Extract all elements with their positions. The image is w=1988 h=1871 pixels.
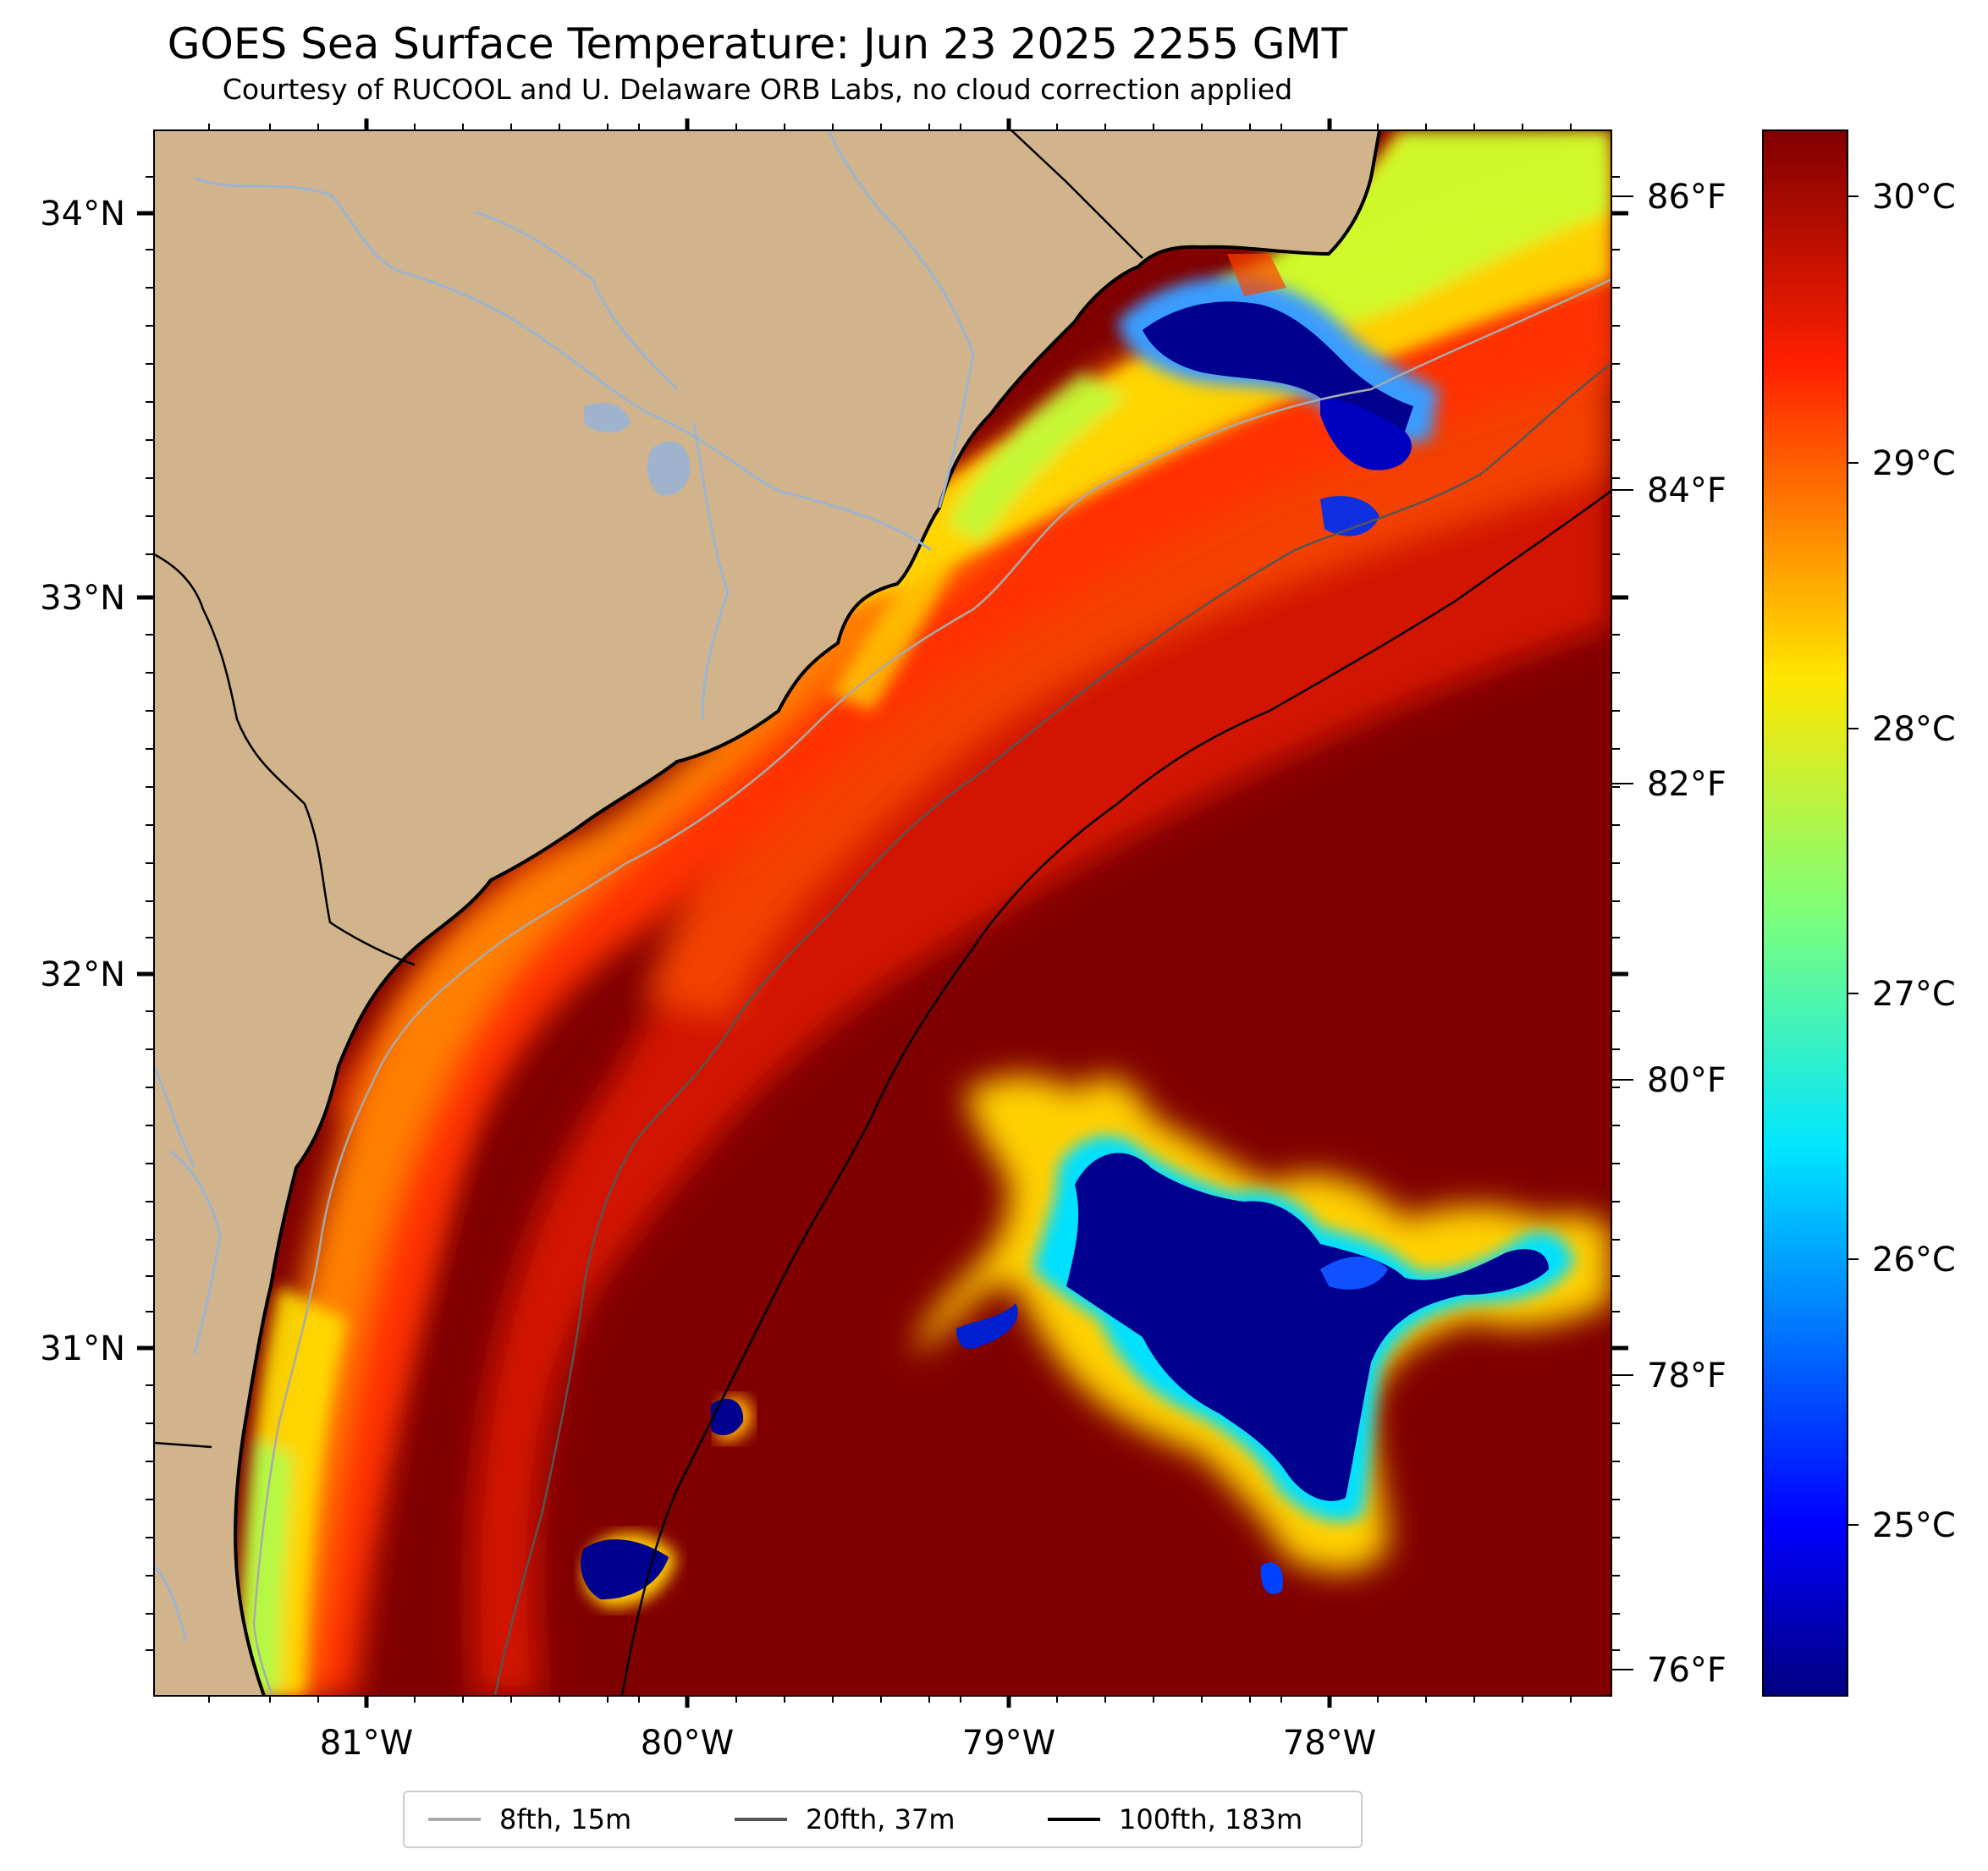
legend-item-20fth: 20fth, 37m	[735, 1792, 955, 1846]
nc-sc-border	[1011, 130, 1143, 259]
colorbar	[1762, 129, 1848, 1697]
fahrenheit-label: 82°F	[1647, 765, 1726, 804]
map-subtitle: Courtesy of RUCOOL and U. Delaware ORB L…	[222, 73, 1293, 106]
legend-item-100fth: 100fth, 183m	[1048, 1792, 1302, 1846]
map-title: GOES Sea Surface Temperature: Jun 23 202…	[167, 19, 1348, 69]
contour-8fth	[252, 278, 1611, 1696]
fahrenheit-label: 86°F	[1647, 178, 1726, 217]
colorbar-label: 29°C	[1872, 444, 1956, 483]
fahrenheit-label: 84°F	[1647, 471, 1726, 510]
rivers	[154, 130, 975, 1643]
coastline	[234, 130, 1381, 1696]
colorbar-label: 25°C	[1872, 1506, 1956, 1545]
legend-item-8fth: 8fth, 15m	[428, 1792, 631, 1846]
colorbar-label: 30°C	[1872, 178, 1956, 217]
lon-label: 79°W	[962, 1724, 1055, 1763]
legend-label: 100fth, 183m	[1119, 1803, 1303, 1835]
coastal-warm-band	[237, 144, 1611, 1696]
ne-cold-patch	[1117, 254, 1439, 537]
colorbar-ticks	[1848, 195, 1859, 1526]
offshore-cold-pool	[914, 1076, 1611, 1572]
axis-ticks	[137, 118, 1628, 1708]
contour-legend: 8fth, 15m 20fth, 37m 100fth, 183m	[403, 1791, 1363, 1848]
colorbar-label: 26°C	[1872, 1241, 1956, 1279]
fahrenheit-ticks	[1611, 195, 1633, 1670]
lat-label: 34°N	[40, 195, 125, 234]
lat-label: 32°N	[40, 955, 125, 994]
legend-swatch	[1048, 1818, 1100, 1821]
lake-marion	[647, 441, 691, 496]
contour-100fth	[620, 489, 1611, 1696]
lat-label: 33°N	[40, 579, 125, 618]
state-border	[154, 553, 416, 966]
ga-fl-border	[154, 1441, 212, 1449]
map-frame	[153, 129, 1612, 1697]
fahrenheit-label: 80°F	[1647, 1061, 1726, 1100]
lake-moultrie	[584, 403, 631, 433]
lon-label: 78°W	[1283, 1724, 1376, 1763]
legend-swatch	[428, 1818, 481, 1821]
lon-label: 81°W	[320, 1724, 413, 1763]
land	[154, 130, 1379, 1696]
colorbar-label: 28°C	[1872, 710, 1956, 749]
legend-label: 20fth, 37m	[806, 1803, 955, 1835]
legend-swatch	[735, 1818, 787, 1821]
fahrenheit-label: 78°F	[1647, 1356, 1726, 1395]
legend-label: 8fth, 15m	[499, 1803, 632, 1835]
sst-map	[154, 130, 1611, 1696]
colorbar-label: 27°C	[1872, 975, 1956, 1014]
lat-label: 31°N	[40, 1329, 125, 1368]
contour-20fth	[493, 362, 1611, 1696]
lon-label: 80°W	[641, 1724, 734, 1763]
fahrenheit-label: 76°F	[1647, 1651, 1726, 1690]
